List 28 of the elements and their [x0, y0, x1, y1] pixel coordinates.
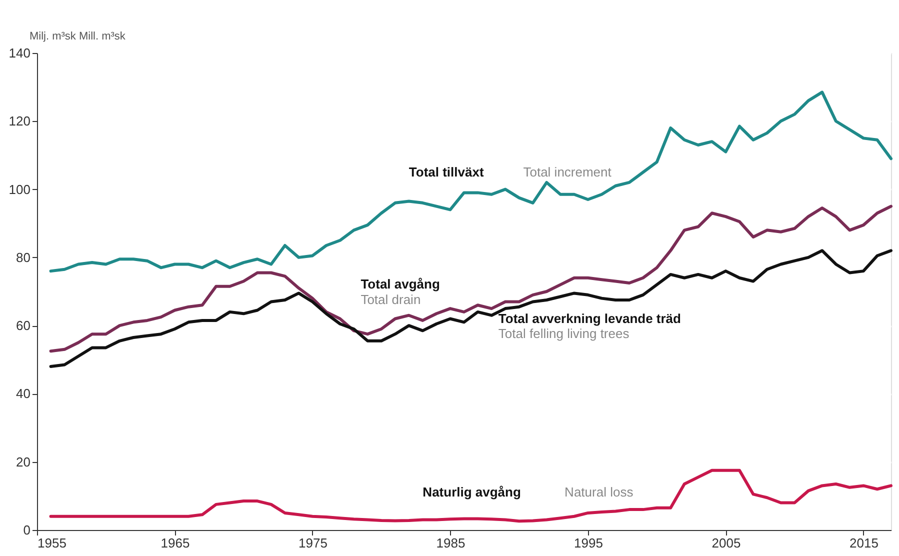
annotation: Total felling living trees [498, 326, 630, 342]
annotation: Total drain [360, 292, 421, 308]
y-tick-label: 80 [16, 250, 30, 265]
x-tick-label: 2005 [712, 536, 741, 550]
x-tick-label: 2015 [849, 536, 878, 550]
y-tick-label: 40 [16, 386, 30, 402]
x-tick-label: 1975 [298, 536, 328, 550]
y-tick-label: 20 [16, 454, 30, 470]
line-series [49, 249, 892, 368]
line-series [49, 204, 892, 353]
annotation: Natural loss [564, 484, 634, 500]
series-label: Naturlig avgång [422, 484, 521, 500]
line-series [49, 468, 892, 523]
x-tick-label: 1985 [436, 536, 466, 550]
y-tick-label: 120 [8, 114, 30, 129]
y-tick-label: 60 [16, 318, 30, 334]
line-series [49, 90, 892, 273]
series-label: Total avgång [360, 276, 440, 292]
annotation: Total increment [523, 164, 612, 180]
y-tick-label: 100 [8, 182, 30, 197]
y-tick-label: 140 [8, 46, 30, 60]
y-tick-label: 0 [23, 522, 30, 538]
series-label: Total avverkning levande träd [498, 310, 682, 326]
x-tick-label: 1995 [574, 536, 603, 550]
series-label: Total tillväxt [408, 164, 484, 180]
y-axis-title: Milj. m³sk Mill. m³sk [30, 30, 126, 42]
x-tick-label: 1965 [160, 536, 190, 550]
x-tick-label: 1955 [38, 536, 66, 550]
